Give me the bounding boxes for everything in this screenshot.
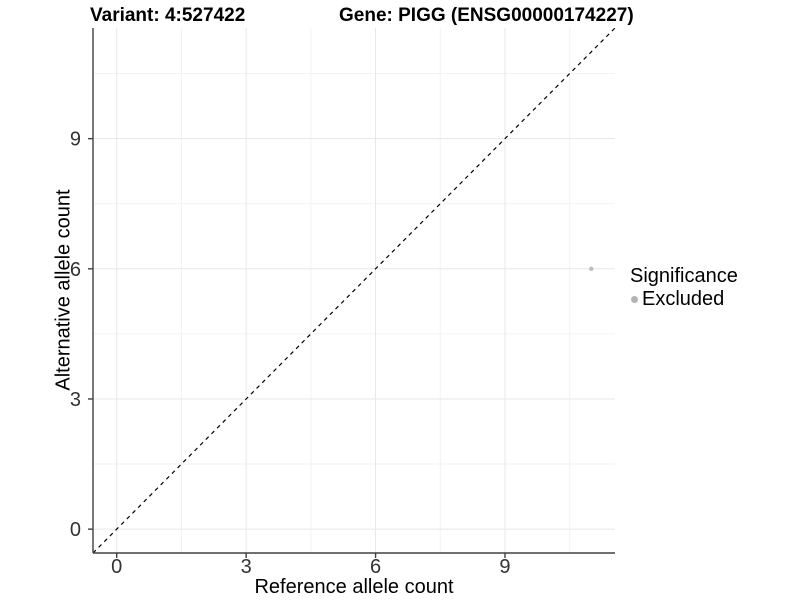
legend-item-label: Excluded (642, 288, 725, 310)
legend-title: Significance (630, 265, 738, 287)
y-axis-title: Alternative allele count (52, 189, 75, 391)
x-tick-label: 6 (370, 556, 381, 578)
x-tick-label: 0 (111, 556, 122, 578)
y-tick-label: 3 (70, 389, 81, 411)
plot-title-gene: Gene: PIGG (ENSG00000174227) (339, 5, 634, 26)
data-point (589, 266, 594, 272)
y-tick-label: 0 (70, 519, 81, 541)
y-tick-label: 6 (70, 259, 81, 281)
legend-point-icon (631, 295, 638, 303)
identity-dashed-line (92, 27, 616, 554)
x-tick-label: 3 (241, 556, 252, 578)
plot-title-variant: Variant: 4:527422 (90, 5, 246, 26)
legend-item-excluded: Excluded (630, 289, 738, 309)
x-tick-label: 9 (499, 556, 510, 578)
y-tick-label: 9 (70, 129, 81, 151)
x-axis-title: Reference allele count (254, 576, 454, 598)
legend: Significance Excluded (630, 266, 738, 309)
